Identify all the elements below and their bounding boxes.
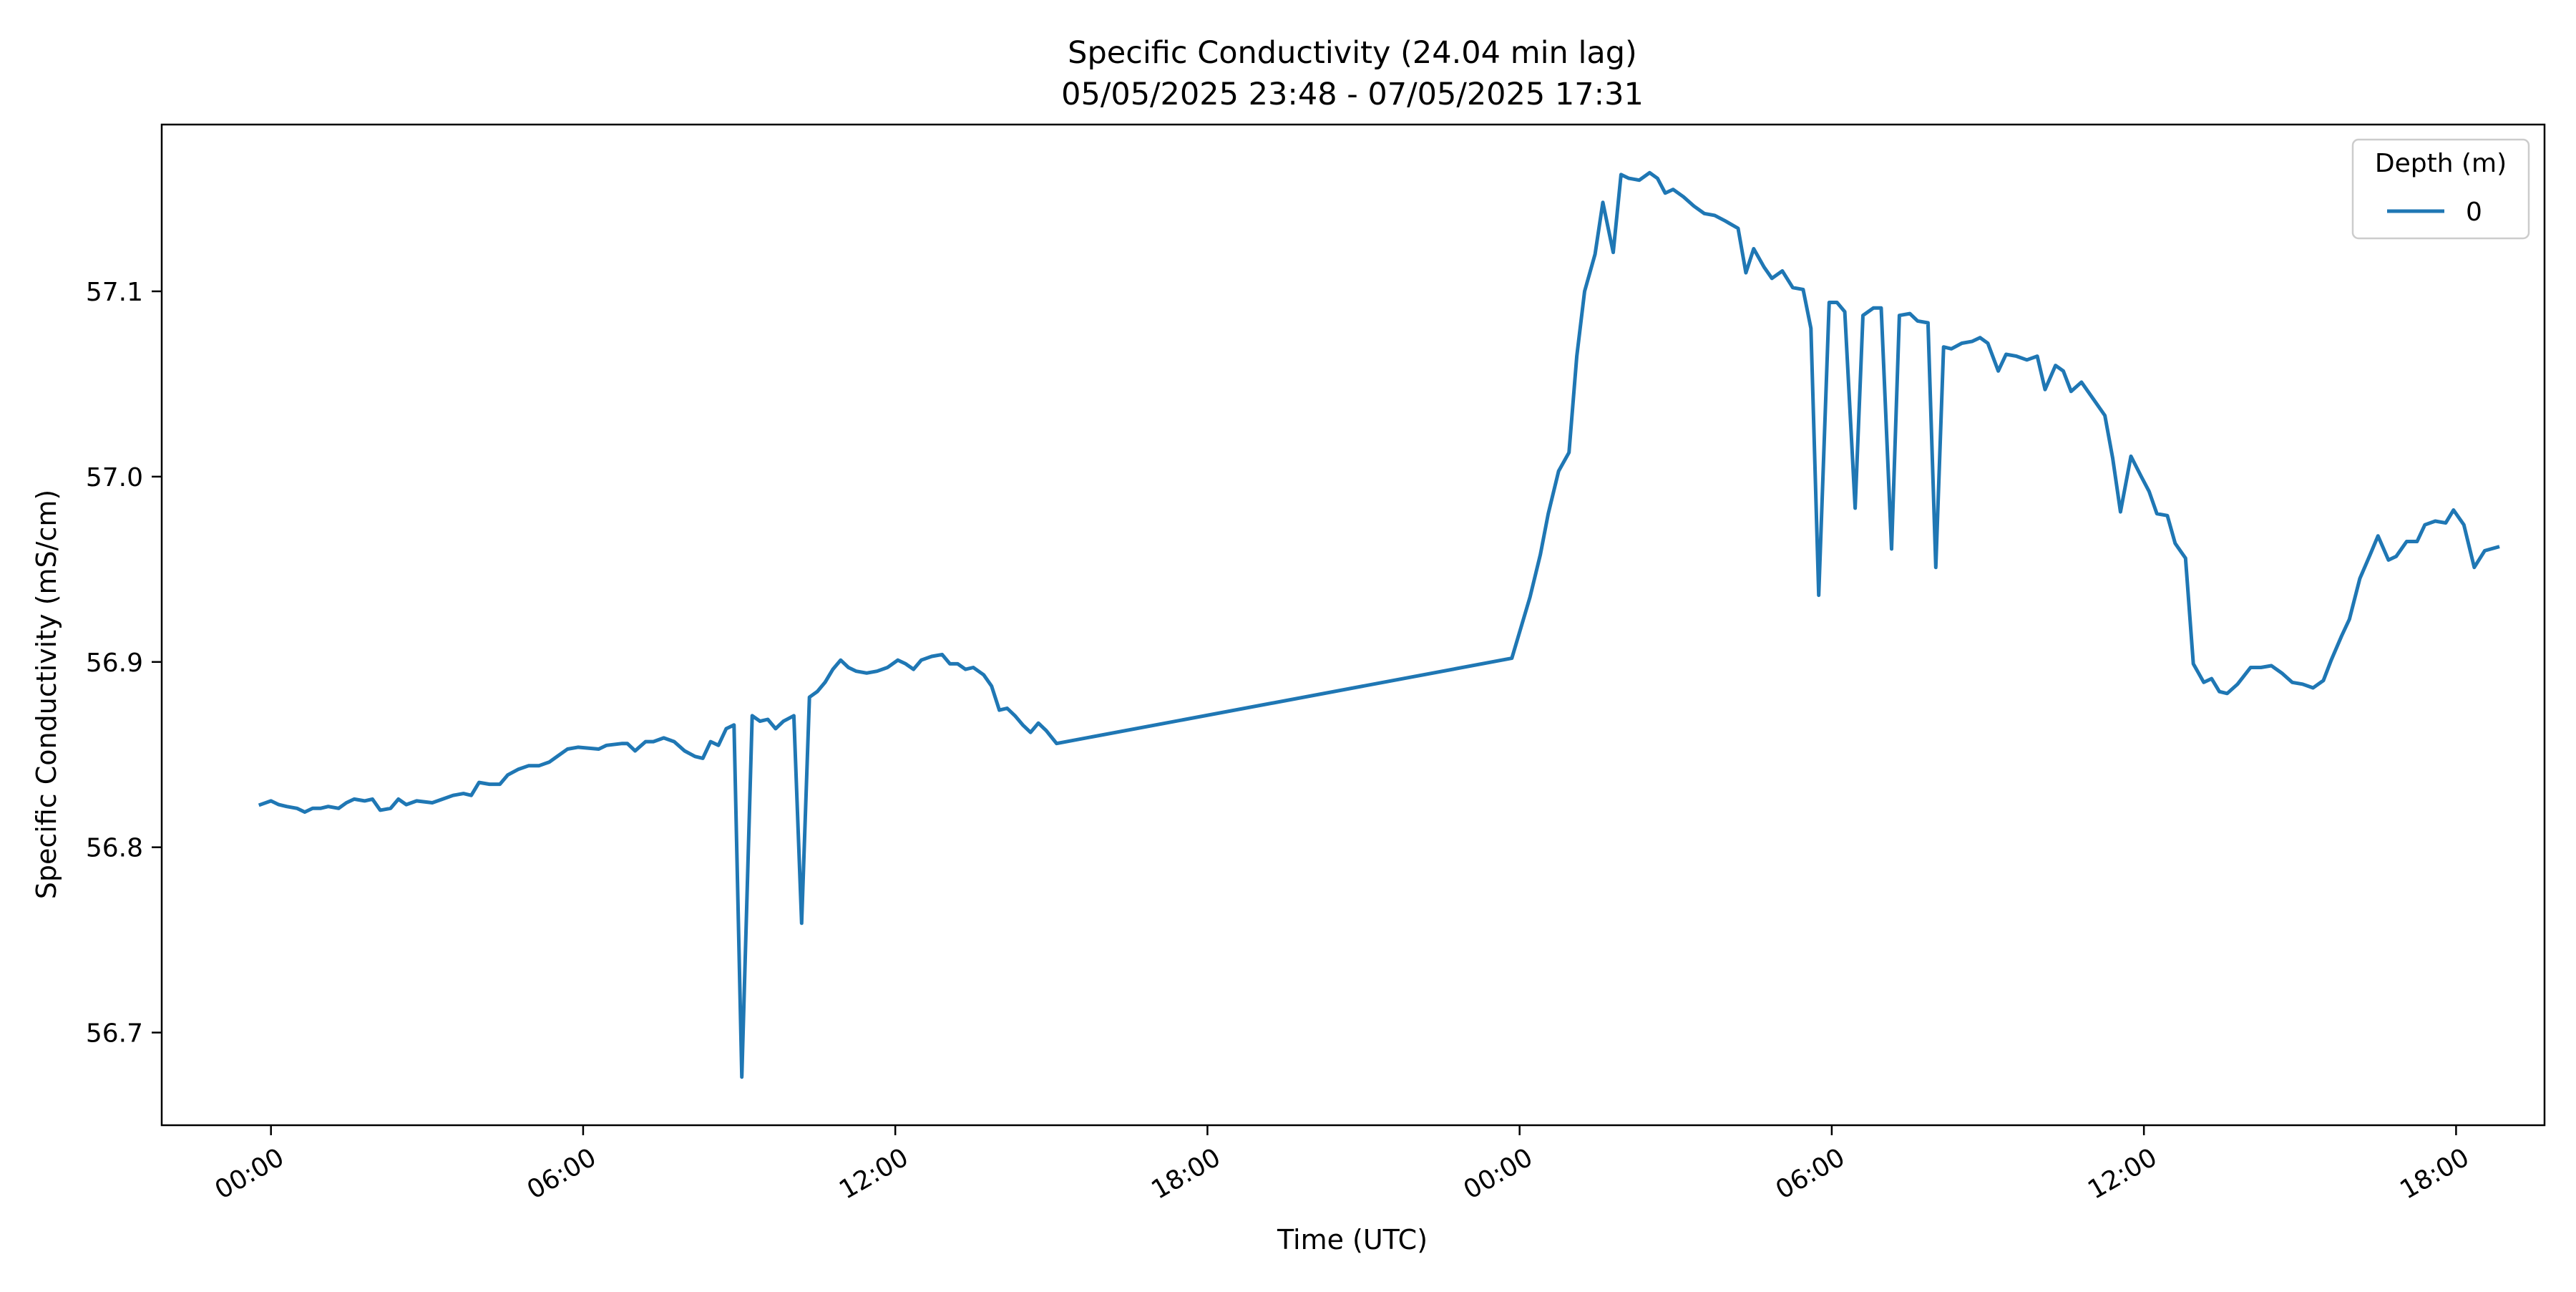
x-axis-label: Time (UTC) [1277, 1224, 1428, 1255]
y-tick-label: 56.9 [86, 649, 143, 678]
legend: Depth (m) 0 [2351, 138, 2530, 240]
legend-box [2351, 138, 2530, 240]
legend-title: Depth (m) [2375, 149, 2507, 178]
chart-title: Specific Conductivity (24.04 min lag) [1068, 35, 1637, 71]
y-tick-label: 56.8 [86, 834, 143, 863]
y-tick-label: 57.0 [86, 463, 143, 492]
y-tick-label: 57.1 [86, 278, 143, 307]
chart-subtitle: 05/05/2025 23:48 - 07/05/2025 17:31 [1061, 77, 1644, 112]
legend-entry-label: 0 [2466, 198, 2482, 227]
y-tick-label: 56.7 [86, 1019, 143, 1049]
series-line-0 [258, 170, 2500, 1079]
y-axis-label: Specific Conductivity (mS/cm) [31, 490, 62, 899]
plot-frame [160, 123, 2546, 1127]
